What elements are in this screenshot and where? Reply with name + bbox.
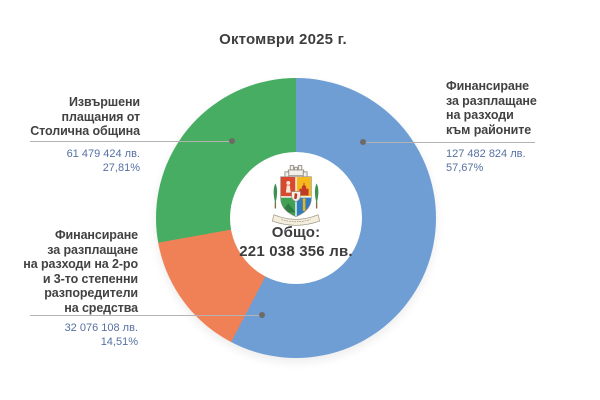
label-line: и 3-то степенни bbox=[42, 271, 138, 286]
callout-dot-secondary-spenders bbox=[259, 312, 265, 318]
callout-values-secondary-spenders: 32 076 108 лв. 14,51% bbox=[0, 322, 138, 349]
label-line: към районите bbox=[446, 122, 532, 137]
callout-values-sofia-municipality: 61 479 424 лв. 27,81% bbox=[0, 148, 140, 175]
slice-percent: 27,81% bbox=[102, 161, 140, 174]
label-line: плащания от bbox=[61, 109, 141, 124]
label-line: за разплащане bbox=[446, 93, 537, 108]
total-label: Общо: bbox=[271, 224, 321, 241]
donut-center-total: Общо: 221 038 356 лв. bbox=[196, 223, 396, 261]
label-line: Финансиране bbox=[446, 79, 530, 93]
label-line: Извършени bbox=[68, 95, 140, 109]
callout-line-sofia-municipality bbox=[30, 141, 232, 142]
callout-line-secondary-spenders bbox=[30, 315, 262, 316]
callout-label-districts: Финансиране за разплащане на разходи към… bbox=[446, 79, 571, 137]
callout-label-sofia-municipality: Извършени плащания от Столична община bbox=[0, 95, 140, 139]
label-line: на разходи на 2-ро bbox=[23, 257, 138, 271]
slice-percent: 57,67% bbox=[446, 161, 484, 174]
chart-title: Октомври 2025 г. bbox=[219, 31, 347, 48]
label-line: Столична община bbox=[30, 124, 140, 138]
callout-line-districts bbox=[363, 142, 535, 143]
slice-percent: 14,51% bbox=[100, 335, 138, 348]
slice-value: 127 482 824 лв. bbox=[446, 148, 526, 160]
label-line: разпоредители bbox=[44, 286, 138, 300]
callout-label-secondary-spenders: Финансиране за разплащане на разходи на … bbox=[0, 228, 138, 315]
label-line: Финансиране bbox=[54, 228, 138, 242]
label-line: за разплащане bbox=[47, 242, 138, 257]
callout-dot-districts bbox=[360, 139, 366, 145]
label-line: на разходи bbox=[446, 108, 514, 122]
slice-value: 61 479 424 лв. bbox=[66, 148, 140, 160]
total-value: 221 038 356 лв. bbox=[239, 243, 353, 260]
slice-value: 32 076 108 лв. bbox=[64, 322, 138, 334]
label-line: на средства bbox=[64, 300, 138, 315]
callout-values-districts: 127 482 824 лв. 57,67% bbox=[446, 148, 571, 175]
callout-dot-sofia-municipality bbox=[229, 138, 235, 144]
sofia-coat-of-arms-icon bbox=[271, 165, 321, 226]
